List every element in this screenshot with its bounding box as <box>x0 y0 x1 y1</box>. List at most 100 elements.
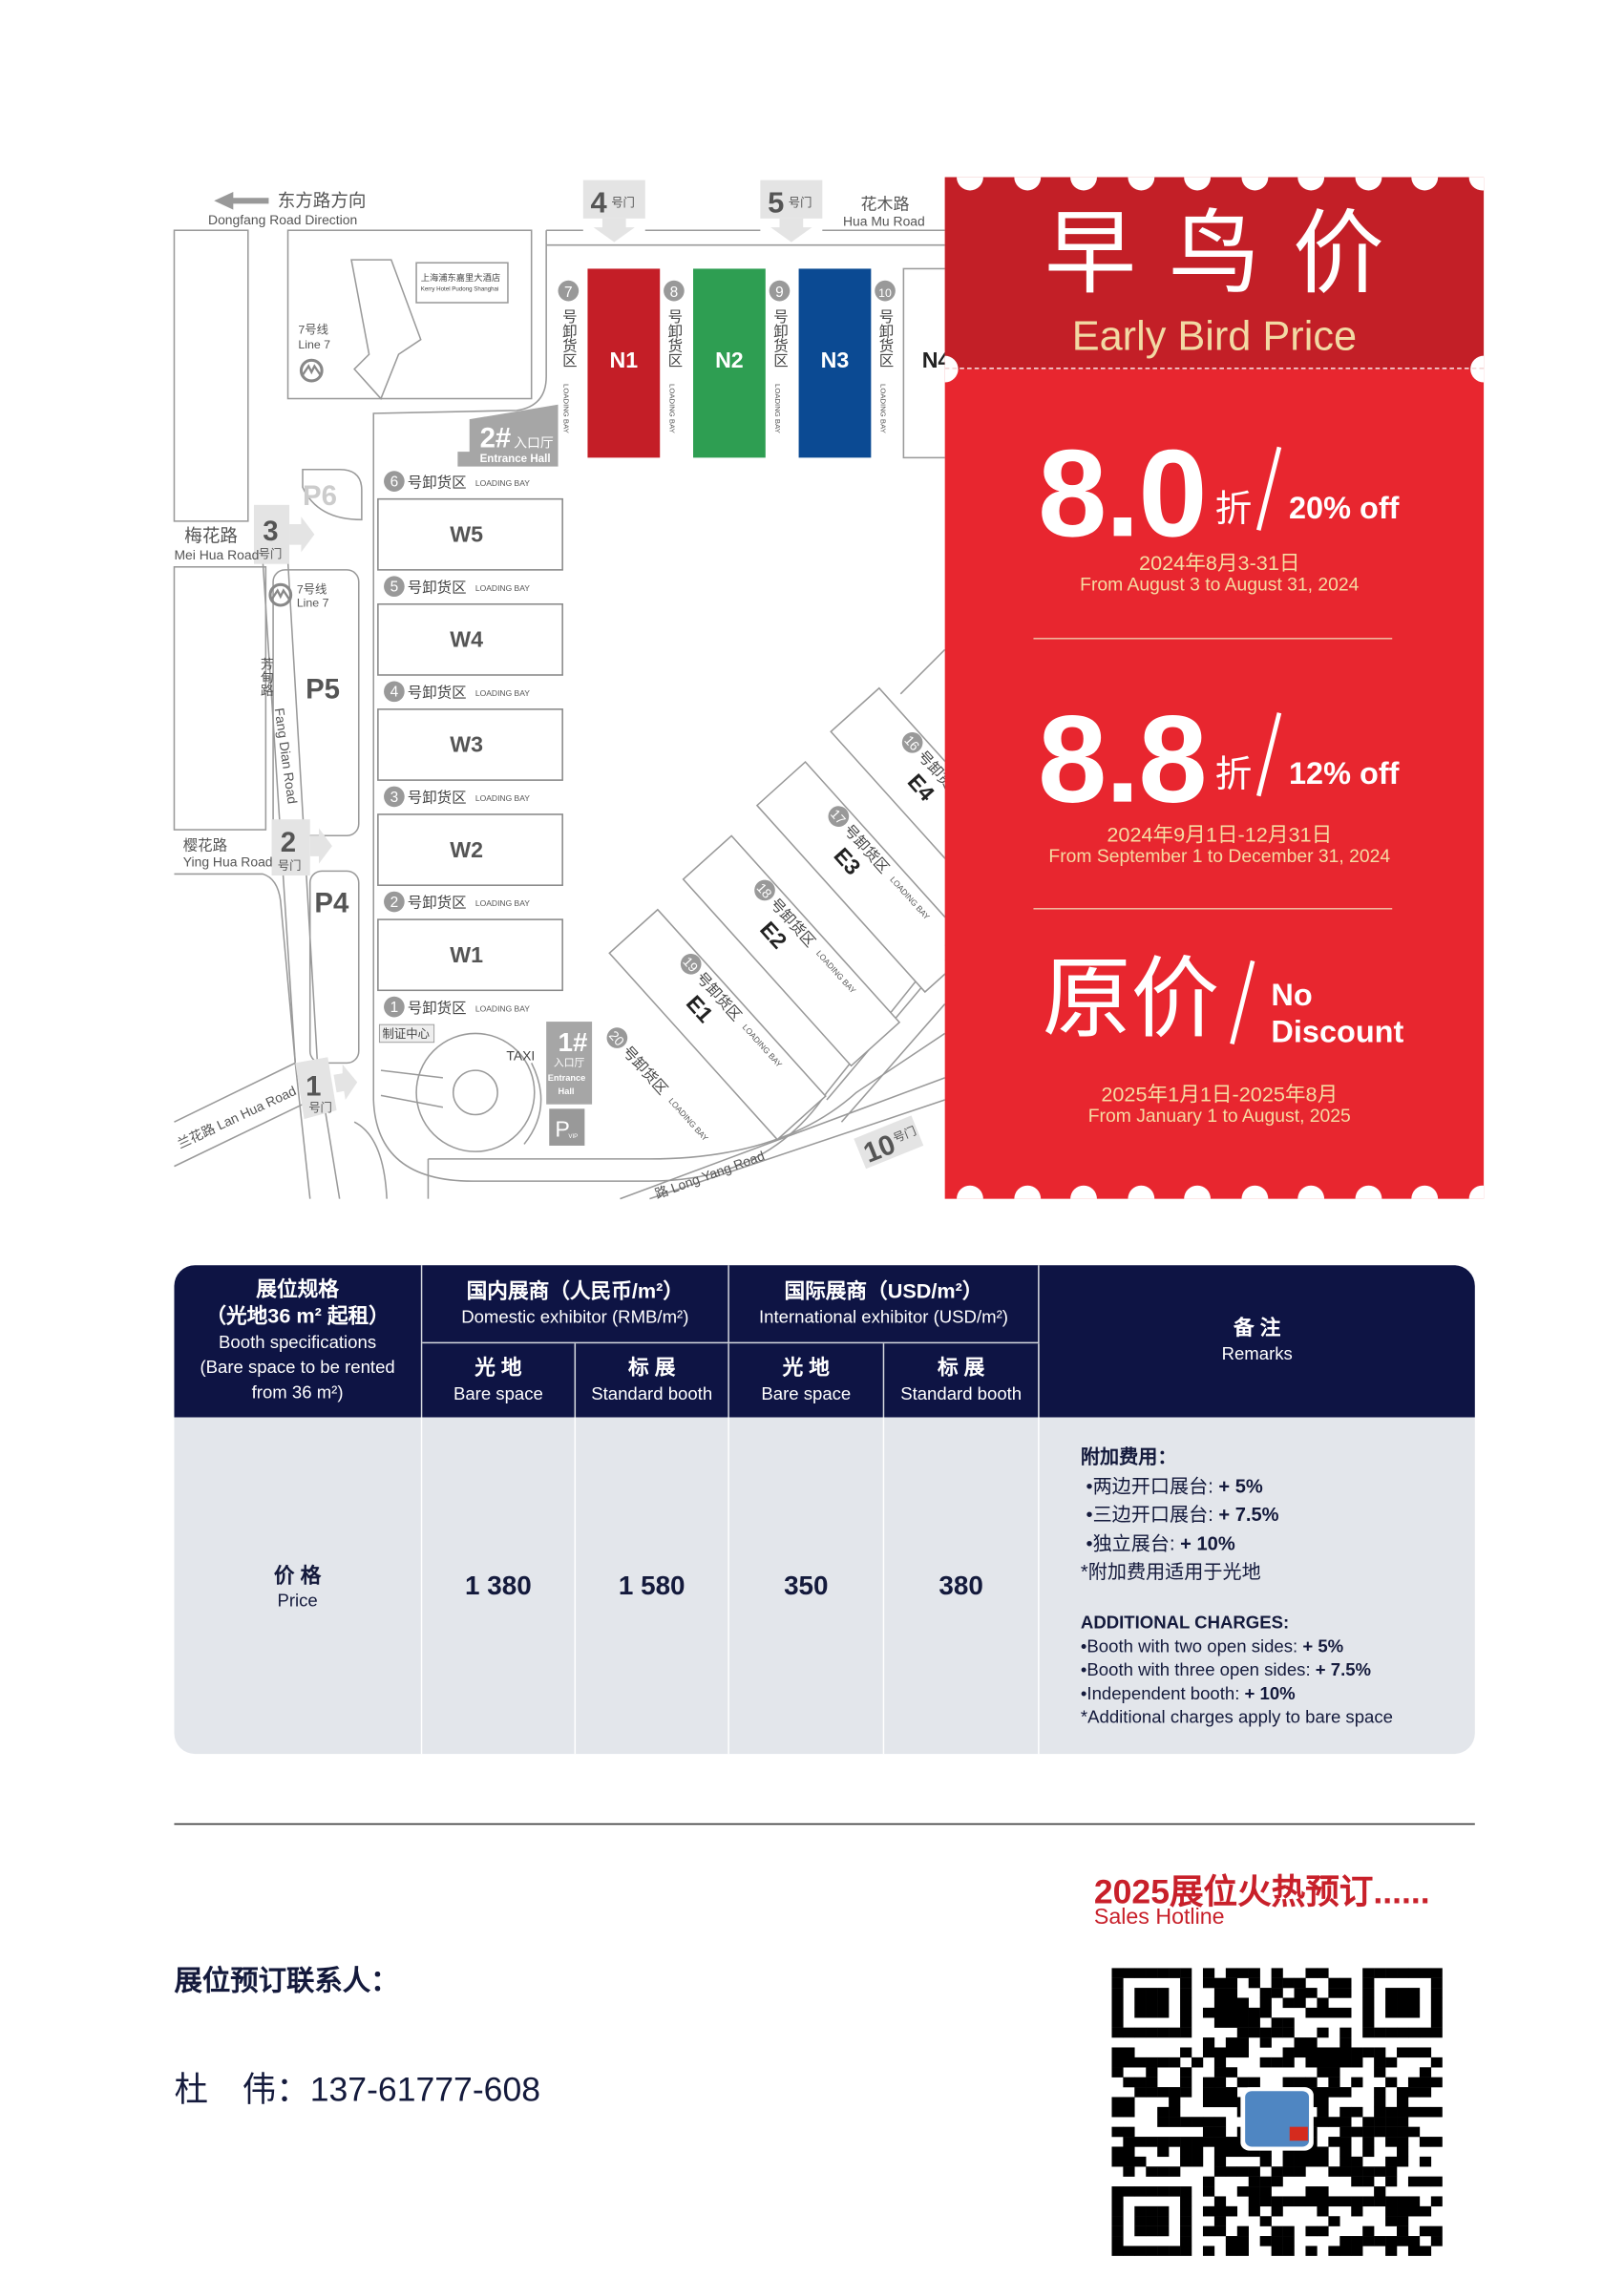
header-international: 国际展商（USD/m²） International exhibitor (US… <box>728 1265 1040 1344</box>
qr-module <box>1351 2205 1363 2217</box>
gate-10[interactable]: 10 号门 <box>854 1115 924 1171</box>
qr-module <box>1305 2246 1318 2256</box>
gate-1[interactable]: 1 号门 <box>295 1057 358 1120</box>
qr-module <box>1374 2027 1386 2038</box>
qr-module <box>1259 2007 1272 2018</box>
qr-module <box>1236 2225 1249 2237</box>
qr-module <box>1259 2236 1272 2246</box>
contact-phone[interactable]: 137-61777-608 <box>309 2069 541 2109</box>
qr-code[interactable] <box>1111 1968 1443 2256</box>
qr-module <box>1397 2087 1409 2098</box>
qr-module <box>1397 1988 1409 1998</box>
qr-module <box>1259 2186 1272 2197</box>
qr-module <box>1328 2246 1340 2256</box>
qr-module <box>1192 2146 1204 2158</box>
remark-value: + 7.5% <box>1218 1503 1279 1526</box>
entrance-hall-2[interactable]: 2# 入口厅 Entrance Hall <box>457 404 559 467</box>
qr-module <box>1180 2087 1192 2098</box>
qr-module <box>1328 2117 1340 2127</box>
qr-module <box>1123 2246 1135 2256</box>
qr-module <box>1317 2186 1329 2197</box>
bay-number: 6 <box>390 475 399 491</box>
hall-e2[interactable]: E2 <box>682 834 901 1067</box>
gate-suffix: 号门 <box>259 547 283 561</box>
qr-module <box>1236 2186 1249 2197</box>
gate-number: 3 <box>263 516 278 547</box>
hall-w4[interactable]: W4 <box>377 602 563 676</box>
qr-module <box>1213 1977 1227 1989</box>
road-label: 花木路 <box>861 196 910 214</box>
qr-module <box>1213 2225 1227 2237</box>
qr-module <box>1282 2017 1295 2028</box>
sub-zh: 标 展 <box>628 1354 676 1379</box>
hall-n2[interactable]: 8 号卸货区 LOADING BAY N2 <box>664 268 766 458</box>
qr-module <box>1282 2057 1295 2068</box>
hall-block <box>798 268 872 458</box>
qr-module <box>1385 2205 1398 2217</box>
qr-module <box>1213 2156 1227 2167</box>
qr-module <box>1328 2196 1340 2207</box>
qr-module <box>1305 2186 1318 2197</box>
hall-e3[interactable]: E3 <box>755 761 945 994</box>
bay-number-badge <box>384 471 405 492</box>
qr-module <box>1111 2196 1124 2207</box>
qr-module <box>1225 2047 1238 2058</box>
qr-module <box>1374 2186 1386 2197</box>
qr-module <box>1339 2246 1352 2256</box>
gate-5[interactable]: 5 号门 <box>760 179 823 243</box>
hall-w5[interactable]: W5 <box>377 497 563 571</box>
hall-e1[interactable]: E1 <box>608 908 827 1141</box>
hall-n3[interactable]: 9 号卸货区 LOADING BAY N3 <box>769 268 872 458</box>
qr-module <box>1385 1997 1398 2009</box>
qr-module <box>1146 2225 1158 2237</box>
qr-module <box>1180 2236 1192 2246</box>
gate-4[interactable]: 4 号门 <box>582 179 645 243</box>
hall-w1[interactable]: W1 <box>377 918 563 992</box>
hall-block <box>682 834 901 1067</box>
qr-module <box>1419 2027 1432 2038</box>
hall-e4[interactable]: E4 <box>830 686 945 919</box>
qr-module <box>1146 1997 1158 2009</box>
hall-n1[interactable]: 7 号卸货区 LOADING BAY N1 <box>558 268 661 458</box>
arrow-left-icon <box>214 192 269 210</box>
qr-module <box>1123 2137 1135 2147</box>
bay-label: 号卸货区 <box>408 895 467 912</box>
cert-center[interactable]: 制证中心 <box>378 1023 435 1044</box>
qr-module <box>1385 2077 1398 2088</box>
qr-module <box>1180 1997 1192 2009</box>
qr-module <box>1385 2126 1398 2138</box>
qr-module <box>1374 1968 1386 1978</box>
qr-module <box>1430 1997 1443 2009</box>
divider-line <box>174 1823 1475 1825</box>
entrance-hall-1[interactable]: 1# 入口厅 Entrance Hall <box>546 1022 593 1105</box>
qr-module <box>1282 2146 1295 2158</box>
entrance-label-en: Entrance <box>548 1073 586 1083</box>
hall-n4[interactable]: 10 号卸货区 LOADING BAY N4 <box>875 280 945 433</box>
road-label: Dongfang Road Direction <box>208 212 357 227</box>
qr-module <box>1259 2216 1272 2226</box>
hall-w2[interactable]: W2 <box>377 813 563 886</box>
qr-module <box>1248 2196 1260 2207</box>
bay-number-badge <box>875 280 896 302</box>
qr-module <box>1351 2057 1363 2068</box>
qr-module <box>1202 2097 1215 2108</box>
qr-module <box>1317 2205 1329 2217</box>
bay-label: 号卸货区 <box>619 1043 671 1098</box>
qr-module <box>1248 1977 1260 1989</box>
gate-2[interactable]: 2 号门 <box>271 819 332 875</box>
qr-module <box>1282 2225 1295 2237</box>
qr-module <box>1351 2126 1363 2138</box>
hall-w3[interactable]: W3 <box>377 708 563 781</box>
qr-module <box>1328 2137 1340 2147</box>
qr-module <box>1339 2126 1352 2138</box>
qr-module <box>1134 2205 1147 2217</box>
remark-text: •独立展台: <box>1086 1531 1181 1554</box>
hotel-building <box>350 259 422 400</box>
no-discount-1: No <box>1271 979 1313 1013</box>
hotel-block <box>286 229 533 400</box>
qr-module <box>1248 2077 1260 2088</box>
roundabout <box>415 1032 536 1152</box>
qr-module <box>1157 2216 1170 2226</box>
gate-3[interactable]: 3 号门 <box>253 504 315 564</box>
contact-person[interactable]: 杜 伟：137-61777-608 <box>174 2061 540 2112</box>
